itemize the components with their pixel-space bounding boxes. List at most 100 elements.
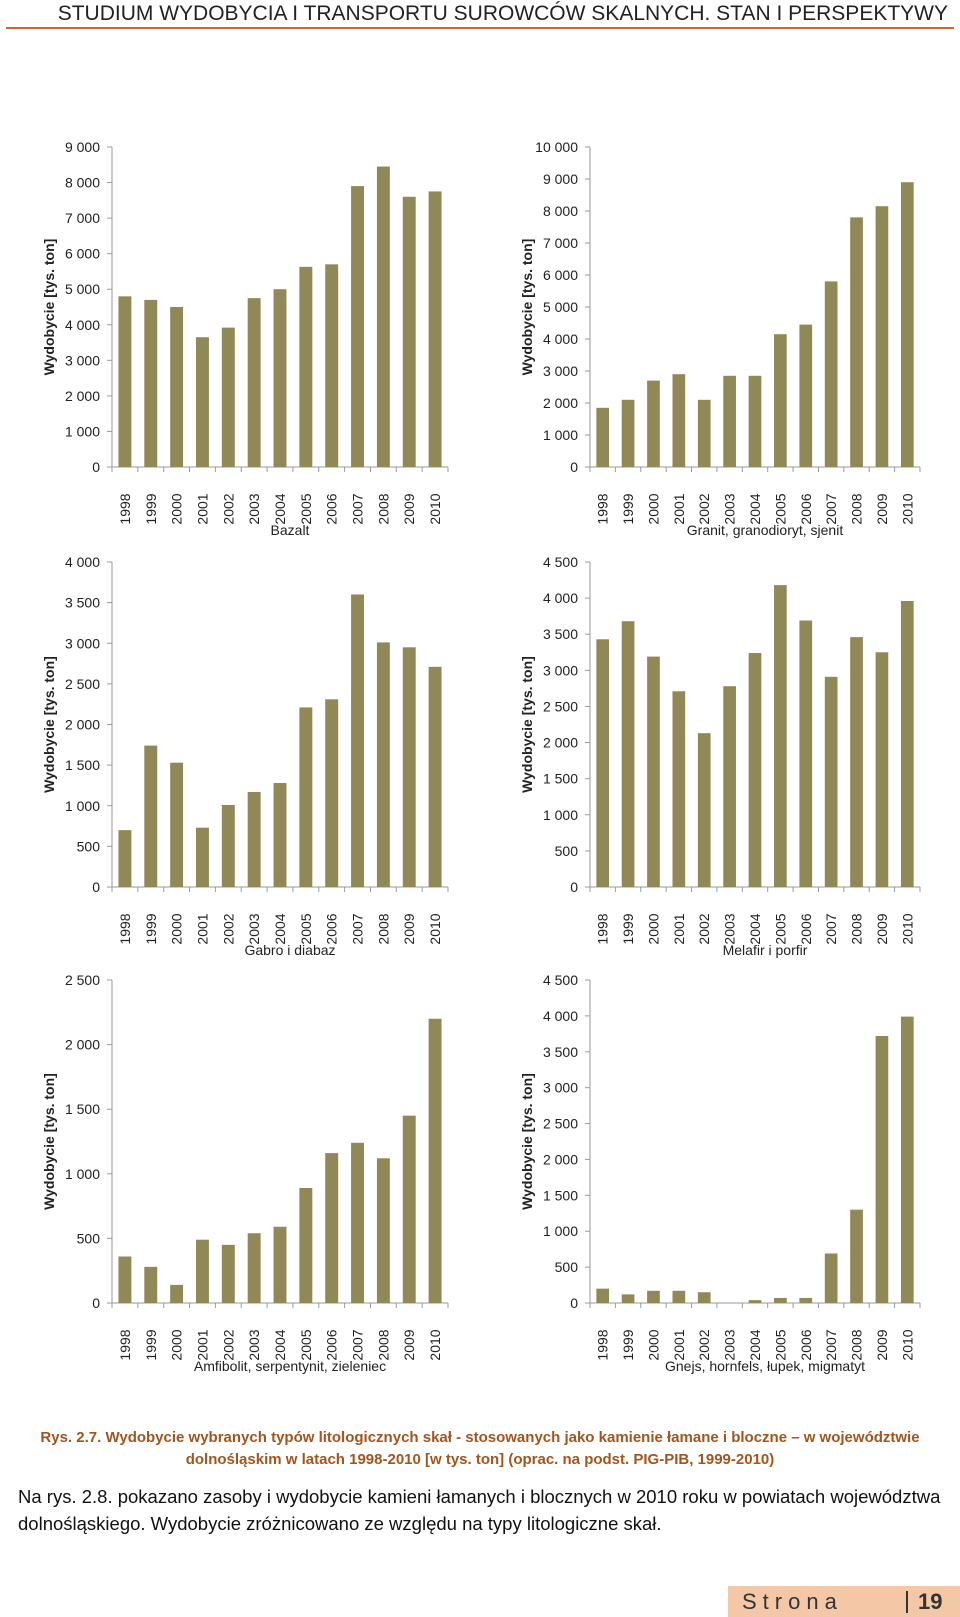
y-tick-label: 1 000 bbox=[65, 1166, 100, 1182]
y-tick-label: 6 000 bbox=[543, 267, 578, 283]
x-tick-label: 2008 bbox=[375, 1329, 391, 1360]
bar bbox=[247, 791, 261, 887]
x-tick-label: 1998 bbox=[595, 493, 611, 524]
bar bbox=[672, 1290, 686, 1303]
bar bbox=[118, 296, 132, 467]
charts-area: 0 1 000 2 000 3 000 4 000 5 000 6 000 7 000 8 00… bbox=[41, 139, 921, 1374]
bar bbox=[824, 676, 838, 887]
bar bbox=[774, 1297, 787, 1303]
y-tick-label: 2 500 bbox=[543, 698, 578, 714]
x-tick-label: 2003 bbox=[722, 913, 738, 944]
y-tick-label: 3 000 bbox=[543, 1080, 578, 1096]
x-tick-label: 2004 bbox=[747, 1329, 763, 1360]
bar bbox=[672, 691, 686, 887]
x-tick-label: 2005 bbox=[772, 1329, 788, 1360]
y-tick-label: 2 000 bbox=[65, 1037, 100, 1053]
x-tick-label: 2003 bbox=[246, 1329, 262, 1360]
bar bbox=[247, 1233, 261, 1303]
bar bbox=[118, 830, 132, 887]
x-tick-label: 1998 bbox=[117, 1329, 133, 1360]
bar bbox=[647, 1290, 660, 1303]
x-tick-label: 2006 bbox=[324, 913, 340, 944]
x-tick-label: 2006 bbox=[324, 493, 340, 524]
bar bbox=[428, 1018, 442, 1303]
bar bbox=[273, 783, 287, 887]
bar bbox=[196, 1239, 209, 1303]
y-tick-label: 3 500 bbox=[543, 626, 578, 642]
y-axis-title: Wydobycie [tys. ton] bbox=[519, 1073, 535, 1210]
y-tick-label: 4 000 bbox=[65, 554, 100, 570]
y-tick-label: 2 000 bbox=[543, 735, 578, 751]
x-tick-label: 2009 bbox=[401, 493, 417, 524]
caption-line-1: Rys. 2.7. Wydobycie wybranych typów lito… bbox=[40, 1429, 920, 1446]
bar bbox=[850, 217, 863, 467]
y-tick-label: 4 500 bbox=[543, 972, 578, 988]
body-paragraph: Na rys. 2.8. pokazano zasoby i wydobycie… bbox=[18, 1486, 941, 1534]
x-tick-label: 2004 bbox=[272, 493, 288, 524]
x-tick-label: 2001 bbox=[671, 493, 687, 524]
x-tick-label: 2001 bbox=[194, 913, 210, 944]
x-tick-label: 2009 bbox=[874, 1329, 890, 1360]
x-tick-label: 2007 bbox=[350, 913, 366, 944]
x-tick-label: 2005 bbox=[772, 493, 788, 524]
y-tick-label: 4 000 bbox=[65, 317, 100, 333]
y-tick-label: 7 000 bbox=[543, 235, 578, 251]
x-tick-label: 2009 bbox=[401, 1329, 417, 1360]
bar bbox=[376, 642, 390, 887]
bar bbox=[376, 166, 390, 468]
bar bbox=[247, 298, 261, 467]
bar bbox=[376, 1158, 390, 1303]
y-tick-label: 5 000 bbox=[543, 299, 578, 315]
x-tick-label: 2000 bbox=[169, 493, 185, 524]
x-tick-label: 2008 bbox=[849, 913, 865, 944]
bar bbox=[621, 621, 635, 887]
x-tick-label: 1998 bbox=[117, 913, 133, 944]
bar bbox=[697, 733, 711, 887]
bar bbox=[900, 182, 914, 467]
bar bbox=[273, 289, 287, 467]
y-tick-label: 2 500 bbox=[543, 1116, 578, 1132]
y-tick-label: 1 000 bbox=[543, 427, 578, 443]
y-tick-label: 500 bbox=[77, 1230, 101, 1246]
x-tick-label: 2007 bbox=[823, 913, 839, 944]
bar bbox=[850, 1209, 863, 1303]
y-tick-label: 500 bbox=[555, 1259, 579, 1275]
bar bbox=[697, 399, 711, 467]
x-tick-label: 1999 bbox=[143, 913, 159, 944]
x-tick-label: 2010 bbox=[899, 1329, 915, 1360]
x-tick-label: 2003 bbox=[246, 493, 262, 524]
y-tick-label: 2 000 bbox=[65, 388, 100, 404]
bar bbox=[824, 281, 838, 467]
document-title: STUDIUM WYDOBYCIA I TRANSPORTU SUROWCÓW … bbox=[57, 2, 948, 25]
x-tick-label: 2004 bbox=[272, 913, 288, 944]
x-tick-label: 2010 bbox=[899, 913, 915, 944]
bar bbox=[273, 1226, 287, 1303]
y-tick-label: 6 000 bbox=[65, 246, 100, 262]
x-tick-label: 1999 bbox=[143, 1329, 159, 1360]
x-tick-label: 2005 bbox=[298, 913, 314, 944]
y-tick-label: 3 500 bbox=[65, 595, 100, 611]
bar bbox=[875, 1035, 889, 1303]
x-tick-label: 2002 bbox=[696, 1329, 712, 1360]
bar bbox=[144, 299, 158, 467]
bar bbox=[118, 1256, 132, 1303]
x-tick-label: 2002 bbox=[696, 493, 712, 524]
x-tick-label: 2000 bbox=[645, 913, 661, 944]
y-tick-label: 4 000 bbox=[543, 590, 578, 606]
bar bbox=[774, 585, 787, 887]
y-axis-title: Wydobycie [tys. ton] bbox=[41, 656, 57, 793]
bar bbox=[824, 1253, 838, 1303]
x-tick-label: 2000 bbox=[645, 1329, 661, 1360]
y-tick-label: 2 000 bbox=[543, 1151, 578, 1167]
bar bbox=[221, 804, 235, 887]
x-tick-label: 1999 bbox=[620, 1329, 636, 1360]
y-tick-label: 1 000 bbox=[543, 1223, 578, 1239]
y-tick-label: 5 000 bbox=[65, 281, 100, 297]
y-tick-label: 0 bbox=[92, 459, 100, 475]
x-tick-label: 2010 bbox=[427, 1329, 443, 1360]
y-tick-label: 8 000 bbox=[65, 175, 100, 191]
figure-caption: Rys. 2.7. Wydobycie wybranych typów lito… bbox=[0, 1427, 960, 1471]
bar bbox=[144, 1266, 158, 1303]
page-footer: Strona 19 bbox=[728, 1586, 960, 1617]
footer-separator bbox=[906, 1591, 908, 1613]
